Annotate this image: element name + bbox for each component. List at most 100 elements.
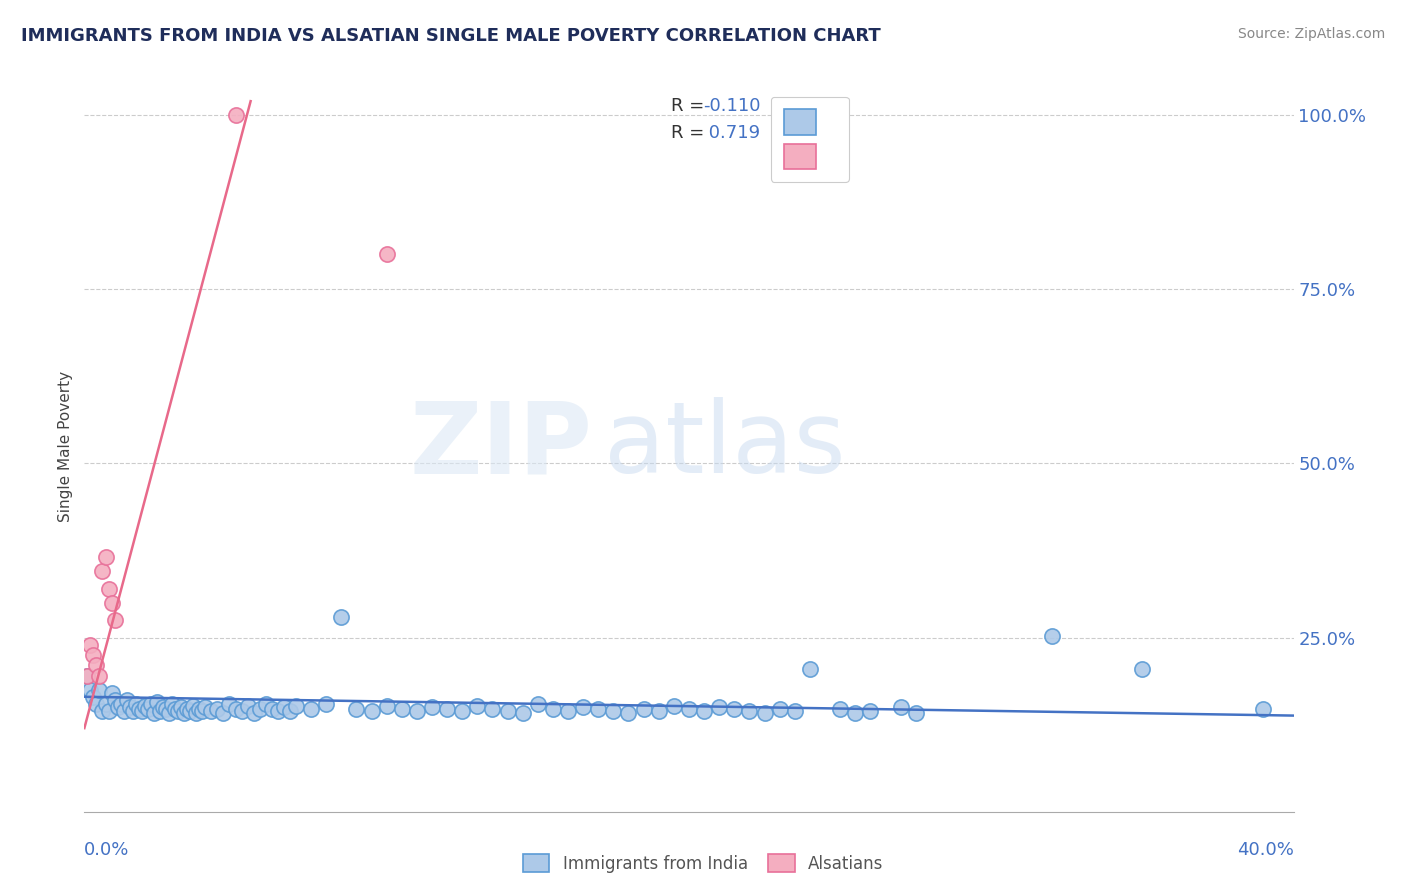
Point [1040,629,1063,643]
Point [142,706,165,720]
Text: R =: R = [671,124,710,142]
Point [86,658,108,673]
Point [97,704,120,718]
Point [375,698,398,713]
Point [273,700,295,714]
Point [170,700,193,714]
Point [76,669,98,683]
Point [254,697,277,711]
Point [94,697,117,711]
Point [121,704,143,718]
Text: atlas: atlas [605,398,846,494]
Point [225,701,247,715]
Point [186,706,208,720]
Point [107,700,129,714]
Point [278,704,301,718]
Point [285,698,308,713]
Point [481,701,503,715]
Y-axis label: Single Male Poverty: Single Male Poverty [58,370,73,522]
Point [678,701,700,715]
Point [330,609,353,624]
Point [436,701,458,715]
Legend:  ,  : , [770,96,849,182]
Point [179,704,201,718]
Point [155,701,177,715]
Point [890,700,912,714]
Point [799,662,821,676]
Point [633,701,655,715]
Point [1130,662,1153,676]
Point [125,697,148,711]
Point [104,613,127,627]
Text: R =: R = [671,97,710,115]
Point [118,700,141,714]
Point [104,693,127,707]
Point [82,648,104,662]
Point [231,704,253,718]
Point [512,706,534,720]
Point [139,697,162,711]
Point [181,698,204,713]
Point [602,704,624,718]
Point [830,701,852,715]
Point [236,698,259,713]
Point [249,701,271,715]
Point [167,704,190,718]
Point [89,682,111,697]
Point [541,701,564,715]
Point [406,704,429,718]
Point [152,700,174,714]
Point [267,704,290,718]
Point [86,697,108,711]
Text: 0.719: 0.719 [703,124,761,142]
Point [693,704,716,718]
Point [176,701,198,715]
Point [572,700,595,714]
Point [723,701,745,715]
Point [149,704,172,718]
Point [391,701,413,715]
Point [375,247,398,261]
Point [94,550,117,565]
Text: N =: N = [755,97,813,115]
Point [299,701,322,715]
Point [82,690,104,704]
Point [588,701,610,715]
Point [496,704,519,718]
Point [662,698,685,713]
Point [131,704,153,718]
Point [260,701,283,715]
Text: 94: 94 [796,97,818,115]
Point [218,697,240,711]
Point [844,706,866,720]
Point [194,700,217,714]
Point [191,704,214,718]
Point [242,706,264,720]
Point [467,698,489,713]
Point [904,706,927,720]
Point [769,701,792,715]
Text: -0.110: -0.110 [703,97,761,115]
Point [79,682,101,697]
Point [207,701,229,715]
Legend: Immigrants from India, Alsatians: Immigrants from India, Alsatians [516,847,890,880]
Point [100,596,122,610]
Point [451,704,474,718]
Point [136,701,159,715]
Point [173,706,195,720]
Point [420,700,443,714]
Point [709,700,731,714]
Point [315,697,337,711]
Point [110,697,132,711]
Point [1253,701,1275,715]
Point [527,697,550,711]
Point [648,704,671,718]
Point [112,704,135,718]
Point [128,701,150,715]
Point [617,706,640,720]
Point [146,695,169,709]
Point [160,697,183,711]
Point [76,669,98,683]
Point [859,704,882,718]
Point [97,582,120,596]
